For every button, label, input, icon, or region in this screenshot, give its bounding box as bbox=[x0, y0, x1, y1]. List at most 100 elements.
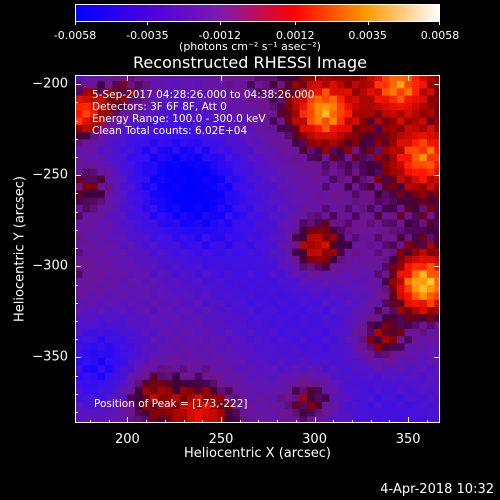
heatmap-cell bbox=[352, 262, 361, 271]
heatmap-cell bbox=[329, 371, 338, 380]
heatmap-cell bbox=[247, 138, 256, 147]
heatmap-cell bbox=[419, 87, 428, 96]
heatmap-cell bbox=[389, 379, 398, 388]
heatmap-cell bbox=[82, 240, 91, 249]
heatmap-cell bbox=[352, 138, 361, 147]
heatmap-cell bbox=[367, 415, 376, 423]
heatmap-cell bbox=[224, 138, 233, 147]
heatmap-cell bbox=[329, 233, 338, 242]
heatmap-cell bbox=[202, 211, 211, 220]
heatmap-cell bbox=[112, 87, 121, 96]
heatmap-cell bbox=[337, 262, 346, 271]
heatmap-cell bbox=[314, 182, 323, 191]
heatmap-cell bbox=[179, 226, 188, 235]
heatmap-cell bbox=[322, 262, 331, 271]
heatmap-cell bbox=[157, 124, 166, 133]
heatmap-cell bbox=[187, 116, 196, 125]
heatmap-cell bbox=[209, 269, 218, 278]
heatmap-cell bbox=[127, 109, 136, 118]
heatmap-cell bbox=[97, 255, 106, 264]
heatmap-cell bbox=[307, 153, 316, 162]
heatmap-cell bbox=[299, 277, 308, 286]
heatmap-cell bbox=[299, 109, 308, 118]
heatmap-cell bbox=[404, 87, 413, 96]
heatmap-cell bbox=[434, 197, 440, 205]
heatmap-cell bbox=[172, 189, 181, 198]
heatmap-cell bbox=[374, 415, 383, 423]
heatmap-cell bbox=[322, 379, 331, 388]
heatmap-cell bbox=[209, 342, 218, 351]
heatmap-cell bbox=[359, 211, 368, 220]
heatmap-cell bbox=[434, 415, 440, 423]
heatmap-cell bbox=[411, 401, 421, 410]
heatmap-cell bbox=[314, 167, 323, 176]
heatmap-cell bbox=[157, 393, 166, 402]
heatmap-cell bbox=[359, 226, 368, 235]
heatmap-cell bbox=[202, 350, 211, 359]
heatmap-cell bbox=[344, 80, 353, 89]
heatmap-cell bbox=[337, 204, 346, 213]
heatmap-cell bbox=[82, 248, 91, 256]
heatmap-cell bbox=[277, 109, 286, 118]
heatmap-cell bbox=[179, 248, 188, 256]
heatmap-cell bbox=[352, 415, 361, 423]
heatmap-cell bbox=[254, 160, 263, 169]
heatmap-cell bbox=[97, 153, 106, 162]
heatmap-cell bbox=[277, 364, 286, 373]
heatmap-cell bbox=[224, 109, 233, 118]
heatmap-cell bbox=[419, 109, 428, 118]
heatmap-cell bbox=[322, 75, 331, 82]
heatmap-cell bbox=[104, 182, 114, 191]
heatmap-cell bbox=[322, 408, 331, 417]
heatmap-cell bbox=[142, 335, 151, 344]
heatmap-cell bbox=[247, 393, 256, 402]
heatmap-cell bbox=[262, 328, 271, 337]
heatmap-cell bbox=[329, 255, 338, 264]
heatmap-cell bbox=[284, 95, 293, 103]
heatmap-cell bbox=[134, 313, 143, 322]
heatmap-cell bbox=[374, 371, 383, 380]
heatmap-cell bbox=[134, 415, 143, 423]
heatmap-cell bbox=[142, 328, 151, 337]
heatmap-cell bbox=[434, 357, 440, 366]
heatmap-cell bbox=[411, 299, 421, 307]
heatmap-cell bbox=[381, 95, 391, 103]
heatmap-cell bbox=[232, 175, 241, 184]
heatmap-cell bbox=[157, 306, 166, 315]
heatmap-cell bbox=[224, 342, 233, 351]
heatmap-cell bbox=[149, 182, 158, 191]
heatmap-cell bbox=[119, 102, 129, 111]
heatmap-cell bbox=[239, 415, 248, 423]
heatmap-cell bbox=[172, 313, 181, 322]
heatmap-cell bbox=[194, 342, 203, 351]
heatmap-cell bbox=[337, 95, 346, 103]
heatmap-cell bbox=[284, 350, 293, 359]
heatmap-cell bbox=[149, 189, 158, 198]
heatmap-cell bbox=[232, 306, 241, 315]
heatmap-cell bbox=[134, 335, 143, 344]
heatmap-cell bbox=[352, 197, 361, 205]
heatmap-cell bbox=[411, 269, 421, 278]
heatmap-cell bbox=[411, 379, 421, 388]
heatmap-cell bbox=[239, 393, 248, 402]
heatmap-cell bbox=[89, 87, 99, 96]
heatmap-cell bbox=[352, 371, 361, 380]
heatmap-cell bbox=[389, 262, 398, 271]
heatmap-cell bbox=[134, 87, 143, 96]
heatmap-cell bbox=[404, 364, 413, 373]
heatmap-cell bbox=[247, 262, 256, 271]
heatmap-cell bbox=[277, 182, 286, 191]
heatmap-cell bbox=[157, 197, 166, 205]
colorbar-tick-label: 0.0035 bbox=[348, 29, 387, 42]
heatmap-cell bbox=[89, 175, 99, 184]
heatmap-cell bbox=[97, 80, 106, 89]
heatmap-cell bbox=[202, 393, 211, 402]
heatmap-cell bbox=[344, 364, 353, 373]
heatmap-cell bbox=[277, 379, 286, 388]
heatmap-cell bbox=[307, 211, 316, 220]
heatmap-cell bbox=[239, 138, 248, 147]
heatmap-cell bbox=[89, 299, 99, 307]
heatmap-cell bbox=[172, 197, 181, 205]
heatmap-cell bbox=[367, 218, 376, 227]
heatmap-cell bbox=[119, 364, 129, 373]
